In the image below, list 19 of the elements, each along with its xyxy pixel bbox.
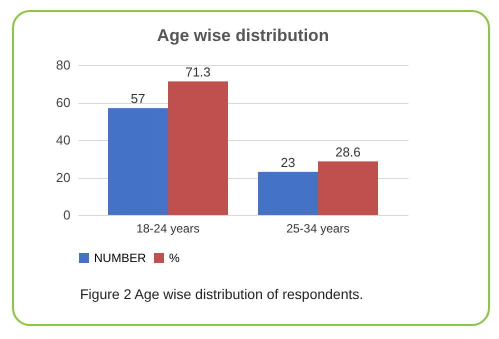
x-tick-label: 18-24 years: [136, 222, 200, 236]
x-tick-label: 25-34 years: [286, 222, 350, 236]
data-label: 28.6: [335, 144, 361, 160]
y-tick-label: 0: [63, 208, 70, 222]
data-label: 57: [130, 91, 146, 106]
data-label: 71.3: [185, 64, 211, 80]
data-label: 23: [280, 154, 296, 170]
y-tick-label: 60: [56, 95, 70, 110]
bar: [108, 108, 168, 215]
y-tick-label: 80: [56, 58, 70, 72]
legend-label: NUMBER: [94, 251, 146, 265]
bar: [258, 172, 318, 215]
caption: Figure 2 Age wise distribution of respondents.: [80, 286, 364, 302]
y-tick-label: 40: [56, 132, 70, 148]
bar: [318, 161, 378, 215]
legend-label: %: [169, 251, 180, 265]
y-tick-label: 20: [56, 170, 70, 185]
bar: [168, 81, 228, 215]
chart-title: Age wise distribution: [157, 26, 329, 45]
